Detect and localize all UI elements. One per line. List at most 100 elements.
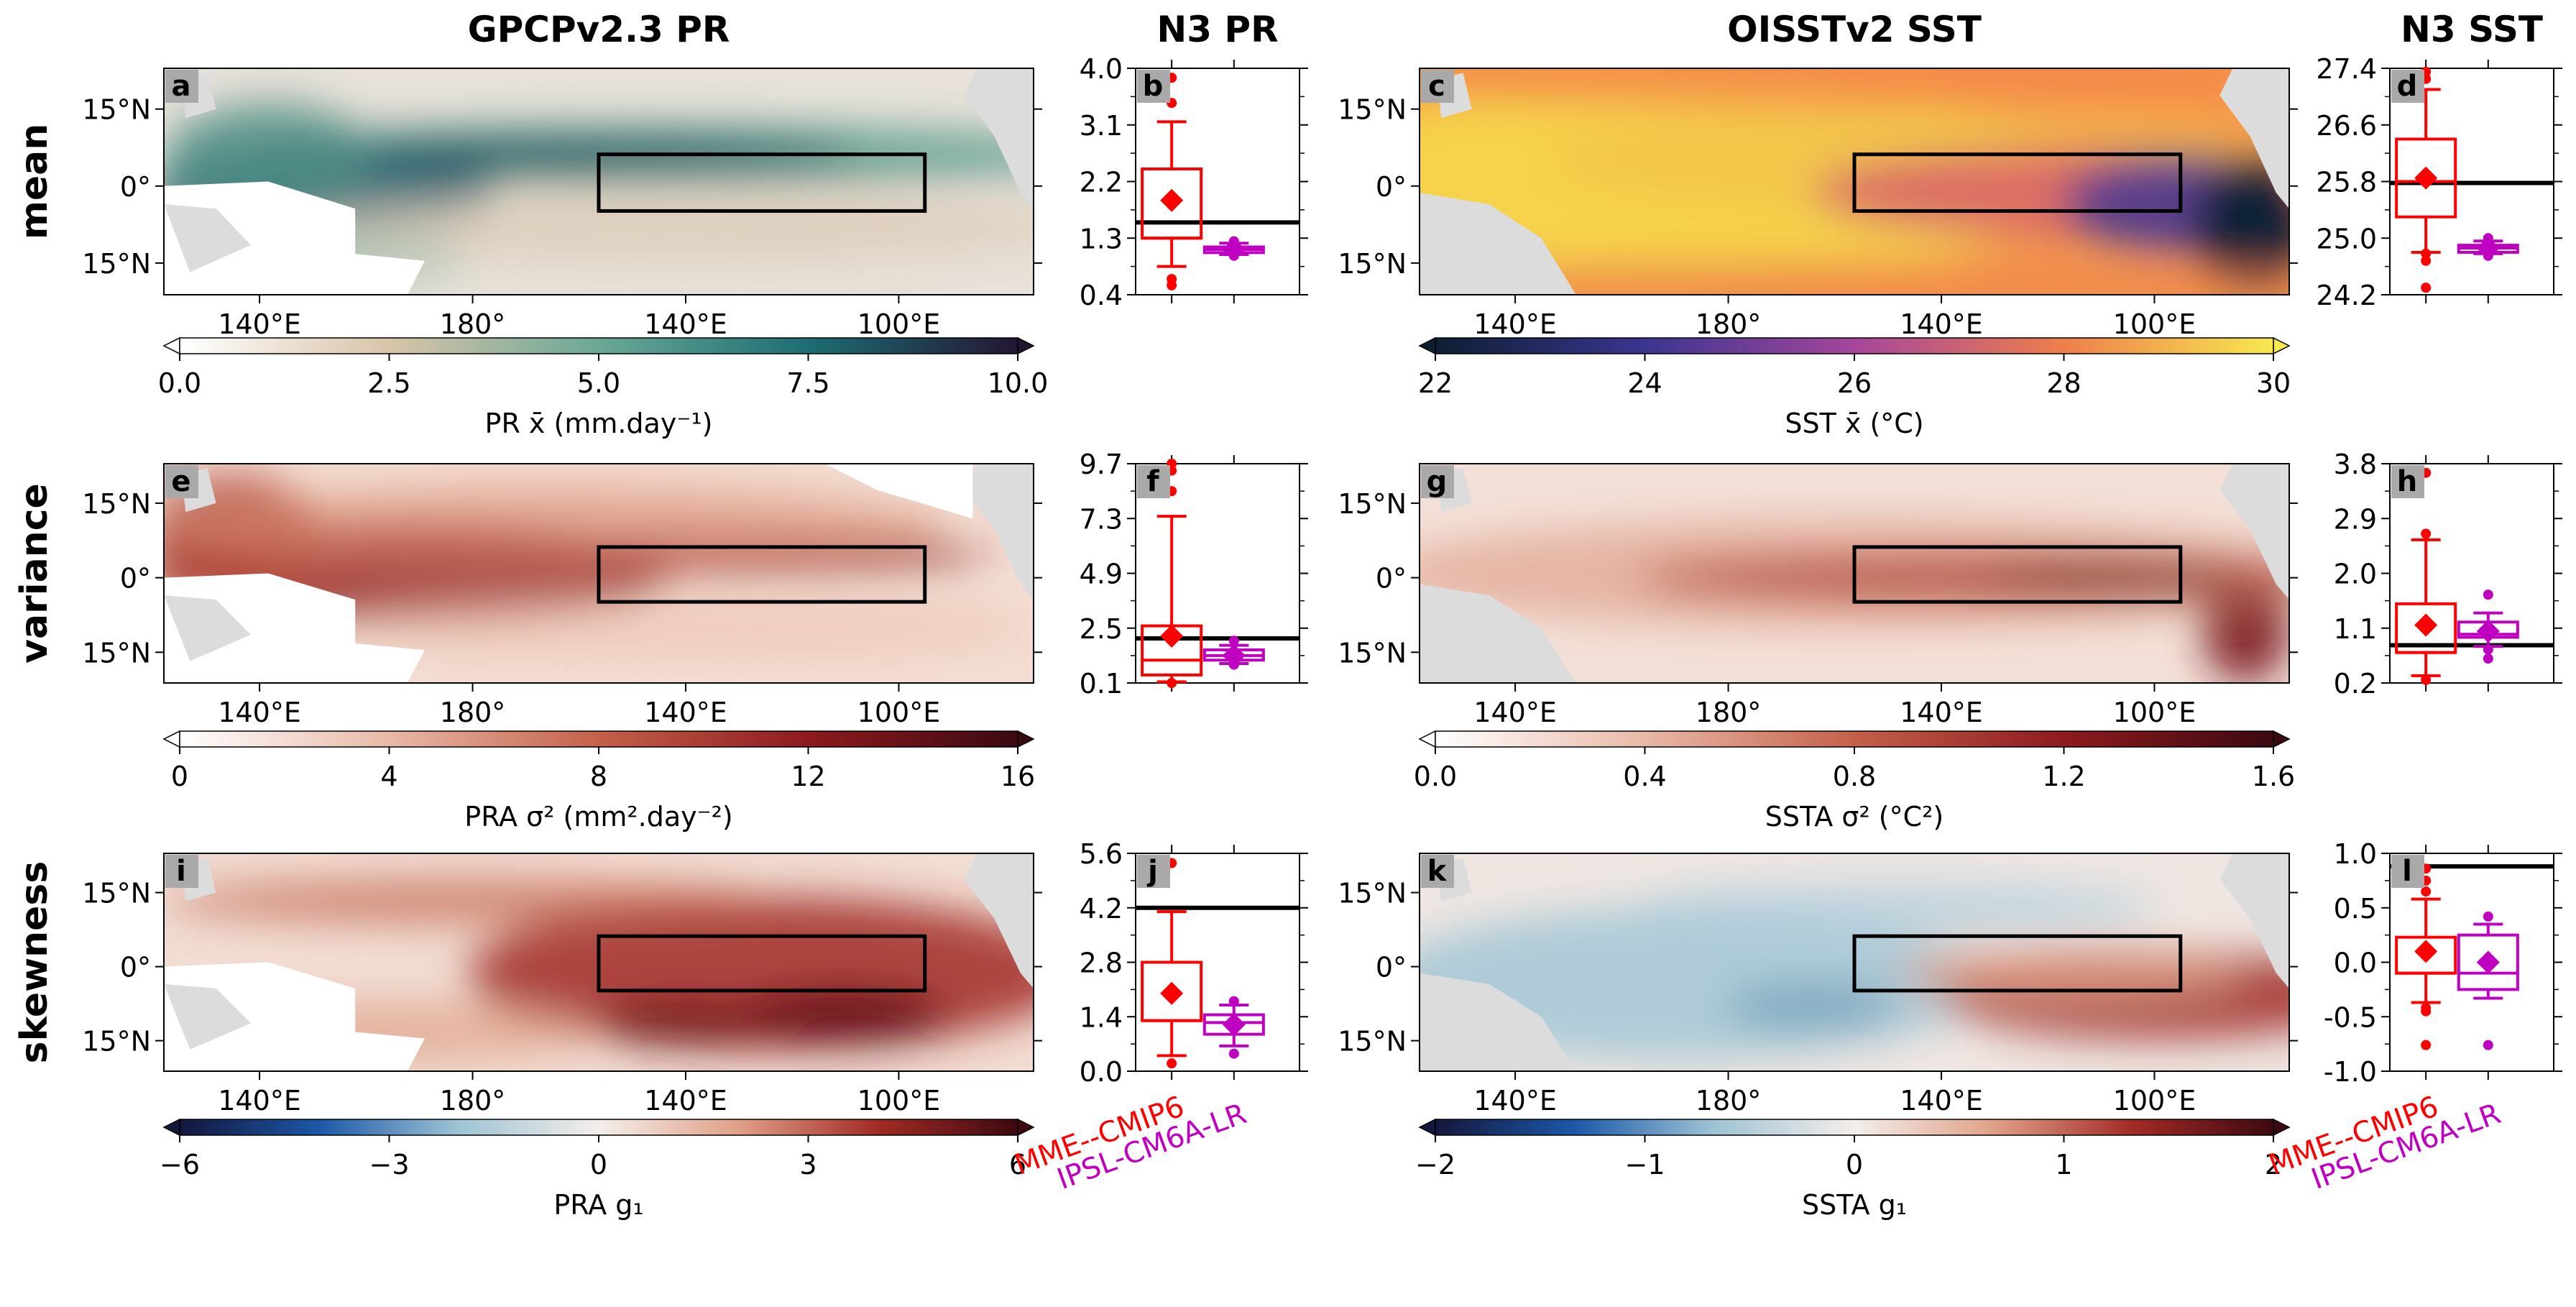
y-tick-label: 0.5 xyxy=(2334,893,2377,925)
nino3-box xyxy=(1852,152,2183,213)
mean-marker xyxy=(1222,1013,1246,1037)
column-title-1: N3 PR xyxy=(1156,9,1278,50)
y-tick-label: 1.3 xyxy=(1080,223,1123,254)
colorbar-tick-label: 5.0 xyxy=(577,367,620,399)
lon-tick-label: 180° xyxy=(1696,1085,1762,1116)
y-tick-label: 2.9 xyxy=(2334,503,2377,535)
y-tick-label: 3.8 xyxy=(2334,449,2377,480)
outlier-point xyxy=(1228,236,1239,247)
outlier-point xyxy=(2421,886,2432,897)
lon-tick-label: 140°E xyxy=(1473,1085,1557,1116)
outlier-point xyxy=(1228,659,1239,670)
panel-letter-bg xyxy=(165,855,198,888)
lon-tick-label: 140°E xyxy=(1900,697,1983,728)
colorbar-extend-left xyxy=(162,336,180,355)
mean-marker xyxy=(2414,613,2438,637)
lon-tick-label: 140°E xyxy=(644,1085,727,1116)
panel-letter: j xyxy=(1146,855,1158,888)
y-tick-label: -1.0 xyxy=(2324,1056,2377,1088)
lon-tick-label: 180° xyxy=(1696,308,1762,340)
colorbar-tick-label: 7.5 xyxy=(786,367,829,399)
boxplot-panel-b: 0.4 1.3 2.2 3.1 4.0 b xyxy=(1080,53,1308,311)
column-title-3: N3 SST xyxy=(2401,9,2543,50)
colorbar-tick-label: 4 xyxy=(380,761,397,792)
missing-data-mask xyxy=(164,573,425,683)
map-frame xyxy=(163,463,1034,684)
land-americas xyxy=(2220,464,2289,600)
land-americas xyxy=(964,853,1034,989)
nino3-box xyxy=(1852,545,2183,604)
lon-tick-label: 180° xyxy=(440,308,506,340)
lon-tick-label: 140°E xyxy=(1900,308,1983,340)
land-maritime xyxy=(1420,584,1576,683)
panel-letter: f xyxy=(1146,465,1159,498)
box-0 xyxy=(1141,858,1203,1069)
land-indonesia xyxy=(164,983,251,1050)
y-tick-label: 2.0 xyxy=(2334,559,2377,590)
y-tick-label: 4.2 xyxy=(1080,893,1123,925)
panel-letter: k xyxy=(1427,855,1448,888)
outlier-point xyxy=(2421,248,2432,259)
outlier-point xyxy=(2483,250,2493,261)
row-label-0: mean xyxy=(13,124,56,240)
land-americas xyxy=(964,464,1034,600)
lon-tick-label: 140°E xyxy=(1473,697,1557,728)
colorbar-tick-label: −2 xyxy=(1415,1149,1455,1180)
colorbar-3: 0.0 0.4 0.8 1.2 1.6 SSTA σ² (°C²) xyxy=(1414,730,2295,833)
y-tick-label: -0.5 xyxy=(2324,1001,2377,1033)
colorbar-label: SST x̄ (°C) xyxy=(1785,408,1923,439)
outlier-point xyxy=(2483,233,2493,244)
panel-letter: g xyxy=(1427,465,1448,498)
colorbar-4: −6 −3 0 3 6 PRA g₁ xyxy=(160,1118,1035,1221)
mean-marker xyxy=(2476,950,2500,974)
y-tick-label: 9.7 xyxy=(1080,449,1123,480)
colorbar-extend-right xyxy=(2273,1118,2291,1137)
y-tick-label: 0.4 xyxy=(1080,280,1123,311)
outlier-point xyxy=(1167,678,1177,688)
nino3-box xyxy=(597,152,927,213)
outlier-point xyxy=(1167,1058,1177,1069)
colorbar-tick-label: 12 xyxy=(791,761,825,792)
mean-marker xyxy=(1160,624,1184,648)
box-1 xyxy=(1202,236,1265,261)
outlier-point xyxy=(1228,636,1239,646)
box-iqr xyxy=(2457,933,2519,991)
lon-tick-label: 100°E xyxy=(2113,1085,2196,1116)
y-tick-label: 0.2 xyxy=(2334,668,2377,700)
land-americas xyxy=(964,68,1034,209)
outlier-point xyxy=(1228,996,1239,1006)
colorbar-extend-left xyxy=(1418,730,1436,748)
nino3-box xyxy=(1852,934,2183,993)
mean-marker xyxy=(1222,238,1246,261)
panel-letter-bg xyxy=(165,465,198,498)
mean-marker xyxy=(1222,643,1246,667)
colorbar-tick-label: 10.0 xyxy=(988,367,1049,399)
lon-tick-label: 100°E xyxy=(857,1085,941,1116)
y-tick-label: 4.9 xyxy=(1080,559,1123,590)
lat-tick-label: 15°N xyxy=(82,1026,151,1058)
colorbar-extend-right xyxy=(1017,730,1035,748)
colorbar-tick-label: 8 xyxy=(590,761,607,792)
outlier-point xyxy=(2421,674,2432,685)
colorbar-bar xyxy=(179,337,1018,354)
lat-tick-label: 0° xyxy=(1376,563,1407,595)
outlier-point xyxy=(2483,1040,2493,1050)
panel-letter: e xyxy=(171,465,190,498)
box-0 xyxy=(2395,467,2457,685)
lat-tick-label: 15°N xyxy=(1338,248,1407,280)
colorbar-tick-label: 0.0 xyxy=(1414,761,1457,792)
y-tick-label: 2.8 xyxy=(1080,948,1123,979)
lon-tick-label: 100°E xyxy=(2113,697,2196,728)
box-0 xyxy=(1141,459,1203,688)
boxplot-panel-j: 0.0 1.4 2.8 4.2 5.6 j xyxy=(1080,838,1308,1088)
lat-tick-label: 0° xyxy=(1376,171,1407,203)
lat-tick-label: 0° xyxy=(120,563,151,595)
lat-tick-label: 15°N xyxy=(1338,488,1407,520)
lat-tick-label: 15°N xyxy=(82,878,151,909)
outlier-point xyxy=(2483,644,2493,655)
column-title-2: OISSTv2 SST xyxy=(1727,9,1982,50)
colorbar-tick-label: 1 xyxy=(2055,1149,2072,1180)
colorbar-tick-label: 1.6 xyxy=(2252,761,2295,792)
row-label-2: skewness xyxy=(13,861,56,1064)
